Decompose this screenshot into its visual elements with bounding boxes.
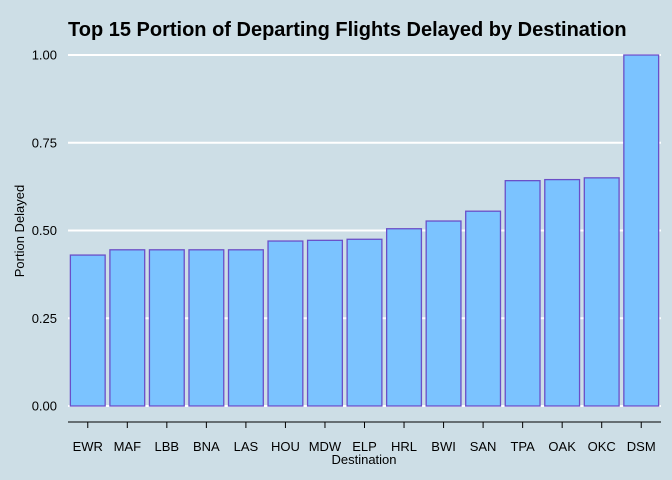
y-tick-label: 0.00 [32,399,57,414]
x-axis-title: Destination [331,452,396,467]
x-tick-label: HOU [271,439,300,454]
bar-dsm [623,54,660,407]
y-tick-label: 0.25 [32,311,57,326]
x-tick-label: DSM [627,439,656,454]
bar-okc [583,177,620,407]
chart-title: Top 15 Portion of Departing Flights Dela… [68,19,627,41]
x-tick-label: MDW [309,439,342,454]
bar-hou [267,240,304,407]
x-tick-label: OKC [588,439,616,454]
x-tick-label: SAN [470,439,497,454]
x-tick-label: OAK [548,439,576,454]
y-axis-title: Portion Delayed [12,185,27,278]
bar-mdw [306,239,344,407]
y-tick-label: 0.75 [32,135,57,150]
bar-san [465,210,502,407]
x-tick-label: BNA [193,439,220,454]
bar-las [227,249,264,407]
bar-elp [346,238,383,407]
bar-lbb [148,249,185,407]
bar-tpa [504,180,541,407]
bar-ewr [69,254,106,407]
bar-oak [544,178,581,407]
bar-bwi [425,220,462,407]
x-tick-label: ELP [352,439,377,454]
bar-hrl [385,228,423,407]
x-tick-label: MAF [114,439,142,454]
x-tick-label: LAS [234,439,259,454]
y-tick-label: 0.50 [32,223,57,238]
x-tick-label: TPA [510,439,535,454]
bar-maf [109,249,146,407]
x-tick-label: BWI [431,439,456,454]
x-tick-label: LBB [155,439,180,454]
y-axis: 0.00 0.25 0.50 0.75 1.00 [32,48,57,414]
x-axis: EWR MAF LBB BNA LAS HOU MDW ELP HRL BWI SAN TPA OAK O… [68,421,661,454]
x-tick-label: HRL [391,439,417,454]
bars [69,54,660,407]
y-tick-label: 1.00 [32,48,57,63]
x-tick-label: EWR [73,439,103,454]
bar-bna [188,249,225,407]
